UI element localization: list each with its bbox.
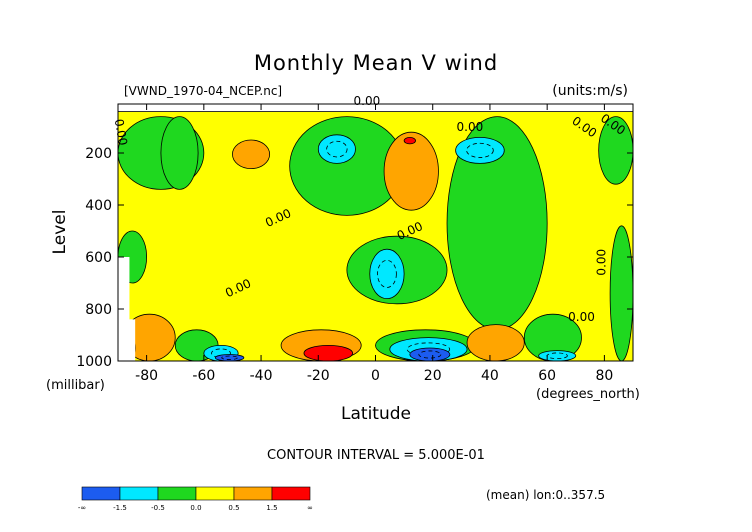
contour-region (523, 313, 582, 361)
x-tick-label: 0 (371, 368, 380, 384)
x-tick-label: -80 (135, 368, 158, 384)
colorbar-label: ∞ (307, 504, 313, 512)
contour-region (232, 139, 271, 170)
contour-label: 0.00 (568, 310, 595, 324)
footer-text: (mean) lon:0..357.5 (486, 488, 605, 502)
contour-region (609, 225, 633, 361)
x-tick-label: -20 (307, 368, 330, 384)
y-tick-label: 600 (85, 250, 112, 266)
x-tick-label: 60 (538, 368, 556, 384)
axes: 200 400 600 800 1000 -80 -60 -40 -20 0 20 40 60 80 (76, 104, 633, 384)
colorbar-swatch (81, 486, 121, 501)
contour-region (403, 136, 416, 145)
y-tick-label: 800 (85, 302, 112, 318)
contour-region (317, 134, 356, 164)
negative-contour-line (418, 350, 442, 359)
contour-region (160, 116, 199, 190)
x-tick-label: 40 (481, 368, 499, 384)
colorbar-label: 0.5 (228, 504, 239, 512)
colorbar-swatch (195, 486, 235, 501)
contour-region (455, 136, 505, 164)
colorbar-swatch (233, 486, 273, 501)
colorbar: -∞ -1.5 -0.5 0.0 0.5 1.5 ∞ (78, 486, 313, 512)
contour-region (369, 248, 405, 299)
contour-interval: CONTOUR INTERVAL = 5.000E-01 (267, 448, 485, 463)
contour-region (303, 345, 354, 361)
contour-region (383, 131, 439, 211)
units-label: (units:m/s) (552, 83, 628, 99)
colorbar-swatch (271, 486, 311, 501)
negative-contour-line (377, 259, 397, 288)
x-tick-label: -60 (192, 368, 215, 384)
contour-region (538, 350, 577, 361)
x-tick-label: -40 (250, 368, 273, 384)
file-label: [VWND_1970-04_NCEP.nc] (124, 84, 282, 98)
x-tick-label: 80 (595, 368, 613, 384)
contour-label: 0.00 (354, 94, 381, 108)
colorbar-label: 0.0 (190, 504, 201, 512)
colorbar-label: 1.5 (266, 504, 277, 512)
x-axis-label: Latitude (341, 404, 411, 424)
contour-label: 0.00 (595, 249, 609, 276)
negative-contour-line (221, 355, 238, 360)
chart-title: Monthly Mean V wind (254, 51, 498, 75)
negative-contour-line (466, 142, 494, 158)
plot-area (118, 111, 633, 361)
negative-contour-line (211, 348, 231, 358)
y-tick-label: 400 (85, 198, 112, 214)
x-axis-units: (degrees_north) (536, 387, 640, 402)
contour-label: 0.00 (457, 120, 484, 134)
negative-contour-line (326, 140, 348, 158)
y-tick-label: 200 (85, 146, 112, 162)
contour-region (214, 354, 245, 361)
colorbar-label: -1.5 (113, 504, 127, 512)
contour-region (409, 347, 451, 361)
x-tick-label: 20 (424, 368, 442, 384)
contour-label: 0.00 (112, 118, 130, 147)
colorbar-swatch (157, 486, 197, 501)
y-axis-units: (millibar) (46, 378, 105, 393)
y-tick-label: 1000 (76, 354, 112, 370)
contour-region (466, 324, 525, 361)
colorbar-label: -0.5 (151, 504, 165, 512)
y-axis-label: Level (50, 210, 70, 255)
missing-data-area (118, 257, 136, 361)
colorbar-swatch (119, 486, 159, 501)
colorbar-label: -∞ (78, 504, 86, 512)
